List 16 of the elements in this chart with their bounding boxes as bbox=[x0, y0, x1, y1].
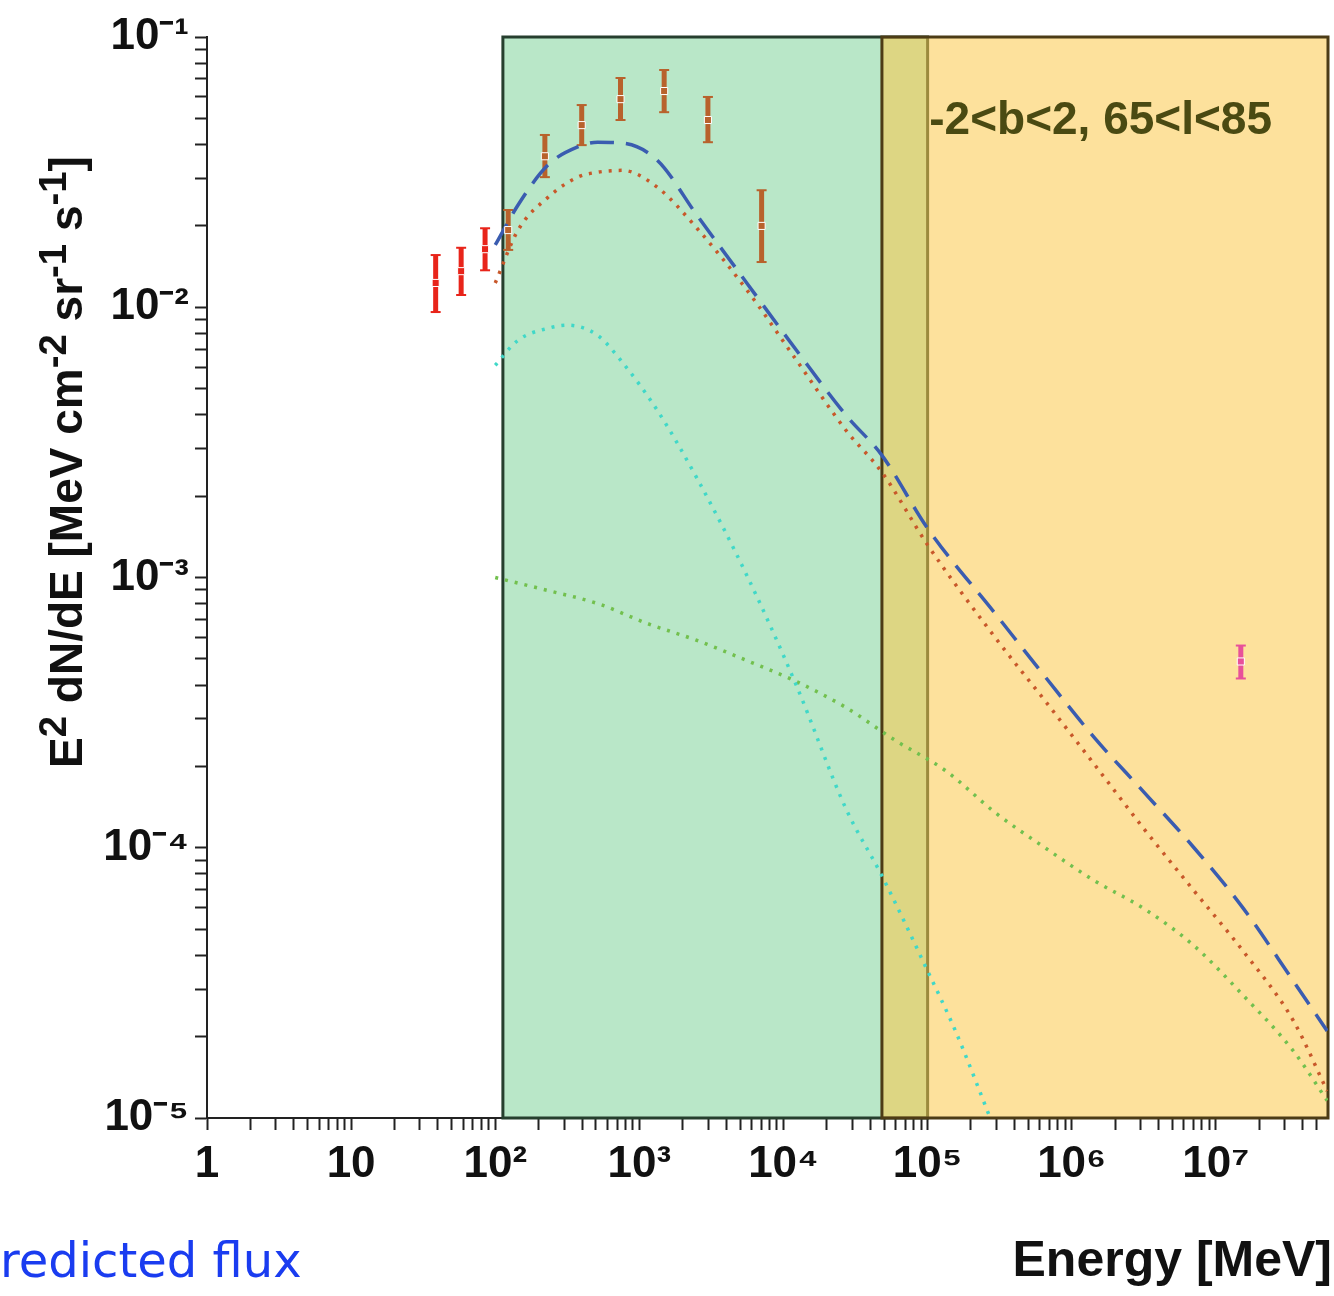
y-tick-label: 10⁻¹ bbox=[110, 9, 189, 59]
x-tick-label: 10⁵ bbox=[892, 1136, 963, 1186]
x-tick-label: 10⁷ bbox=[1182, 1136, 1250, 1186]
x-tick-label: 10⁴ bbox=[748, 1136, 819, 1186]
x-tick-label: 10 bbox=[326, 1136, 376, 1186]
y-tick-label: 10⁻³ bbox=[110, 549, 189, 599]
x-axis-title: Energy [MeV] bbox=[1012, 1230, 1332, 1288]
text: redicted flux bbox=[0, 1232, 302, 1288]
y-tick-label: 10⁻² bbox=[110, 279, 189, 329]
x-tick-label: 10² bbox=[463, 1136, 528, 1186]
x-tick-label: 1 bbox=[194, 1136, 220, 1186]
annotation: -2<b<2, 65<l<85 bbox=[929, 91, 1272, 144]
y-tick-label: 10⁻⁵ bbox=[104, 1090, 189, 1140]
x-tick-label: 10³ bbox=[607, 1136, 672, 1186]
y-tick-label: 10⁻⁴ bbox=[103, 819, 189, 869]
x-tick-label: 10⁶ bbox=[1037, 1136, 1107, 1186]
